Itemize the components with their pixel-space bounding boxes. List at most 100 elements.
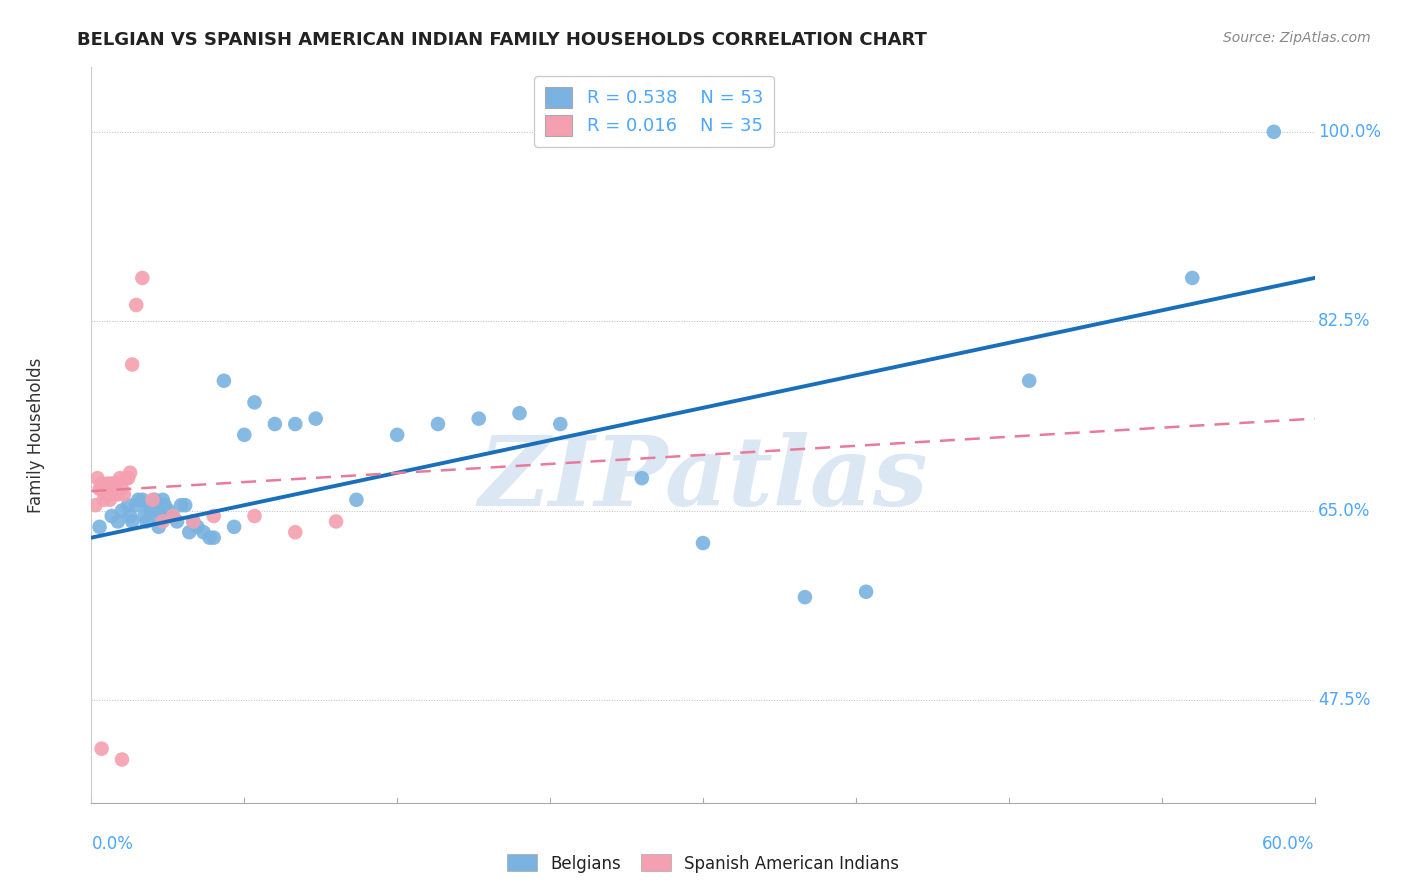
- Text: BELGIAN VS SPANISH AMERICAN INDIAN FAMILY HOUSEHOLDS CORRELATION CHART: BELGIAN VS SPANISH AMERICAN INDIAN FAMIL…: [77, 31, 927, 49]
- Point: [166, 515, 188, 529]
- Point: [103, 482, 125, 496]
- Point: [855, 584, 877, 599]
- Point: [101, 508, 124, 523]
- Point: [186, 520, 208, 534]
- Point: [145, 508, 167, 523]
- Point: [243, 395, 266, 409]
- Point: [107, 515, 129, 529]
- Point: [94, 487, 117, 501]
- Text: 100.0%: 100.0%: [1319, 123, 1381, 141]
- Point: [141, 492, 163, 507]
- Point: [90, 741, 112, 756]
- Point: [284, 525, 307, 540]
- Point: [131, 271, 153, 285]
- Point: [127, 492, 149, 507]
- Point: [550, 417, 572, 431]
- Point: [111, 752, 134, 766]
- Point: [138, 498, 160, 512]
- Point: [793, 590, 815, 604]
- Point: [153, 498, 176, 512]
- Point: [111, 503, 134, 517]
- Point: [1263, 125, 1285, 139]
- Point: [101, 476, 124, 491]
- Point: [98, 487, 121, 501]
- Point: [1181, 271, 1204, 285]
- Point: [117, 498, 139, 512]
- Point: [325, 515, 347, 529]
- Point: [93, 492, 115, 507]
- Point: [139, 503, 162, 517]
- Text: ZIPatlas: ZIPatlas: [478, 432, 928, 526]
- Point: [170, 498, 193, 512]
- Point: [90, 482, 112, 496]
- Point: [179, 525, 201, 540]
- Point: [134, 508, 156, 523]
- Point: [304, 411, 326, 425]
- Point: [346, 492, 368, 507]
- Point: [101, 482, 124, 496]
- Point: [120, 466, 142, 480]
- Point: [125, 298, 148, 312]
- Point: [148, 520, 170, 534]
- Legend: Belgians, Spanish American Indians: Belgians, Spanish American Indians: [501, 847, 905, 880]
- Legend: R = 0.538    N = 53, R = 0.016    N = 35: R = 0.538 N = 53, R = 0.016 N = 35: [534, 76, 773, 146]
- Point: [202, 508, 225, 523]
- Point: [98, 492, 121, 507]
- Point: [193, 525, 215, 540]
- Point: [385, 428, 409, 442]
- Point: [183, 515, 205, 529]
- Point: [120, 508, 142, 523]
- Point: [107, 487, 129, 501]
- Text: Source: ZipAtlas.com: Source: ZipAtlas.com: [1223, 31, 1371, 45]
- Point: [121, 358, 143, 372]
- Point: [212, 374, 235, 388]
- Point: [162, 508, 184, 523]
- Point: [284, 417, 307, 431]
- Point: [156, 508, 179, 523]
- Point: [121, 515, 143, 529]
- Point: [112, 487, 135, 501]
- Point: [125, 498, 148, 512]
- Point: [141, 503, 163, 517]
- Point: [198, 531, 221, 545]
- Point: [89, 520, 111, 534]
- Point: [135, 515, 157, 529]
- Point: [157, 503, 180, 517]
- Point: [202, 531, 225, 545]
- Text: 65.0%: 65.0%: [1319, 501, 1371, 520]
- Point: [162, 508, 184, 523]
- Point: [174, 498, 197, 512]
- Point: [115, 471, 138, 485]
- Point: [692, 536, 714, 550]
- Point: [1018, 374, 1040, 388]
- Point: [86, 471, 108, 485]
- Point: [149, 503, 172, 517]
- Point: [152, 515, 174, 529]
- Text: 82.5%: 82.5%: [1319, 312, 1371, 330]
- Point: [111, 482, 134, 496]
- Point: [509, 406, 531, 420]
- Point: [131, 492, 153, 507]
- Point: [143, 492, 166, 507]
- Point: [89, 482, 111, 496]
- Point: [84, 498, 107, 512]
- Text: 0.0%: 0.0%: [91, 835, 134, 854]
- Point: [467, 411, 491, 425]
- Point: [97, 476, 120, 491]
- Point: [183, 515, 205, 529]
- Point: [108, 471, 131, 485]
- Text: Family Households: Family Households: [27, 357, 45, 513]
- Text: 47.5%: 47.5%: [1319, 691, 1371, 709]
- Point: [631, 471, 654, 485]
- Point: [117, 471, 139, 485]
- Text: 60.0%: 60.0%: [1263, 835, 1315, 854]
- Point: [94, 482, 117, 496]
- Point: [233, 428, 256, 442]
- Point: [243, 508, 266, 523]
- Point: [104, 476, 127, 491]
- Point: [264, 417, 287, 431]
- Point: [152, 492, 174, 507]
- Point: [427, 417, 450, 431]
- Point: [222, 520, 246, 534]
- Point: [90, 476, 112, 491]
